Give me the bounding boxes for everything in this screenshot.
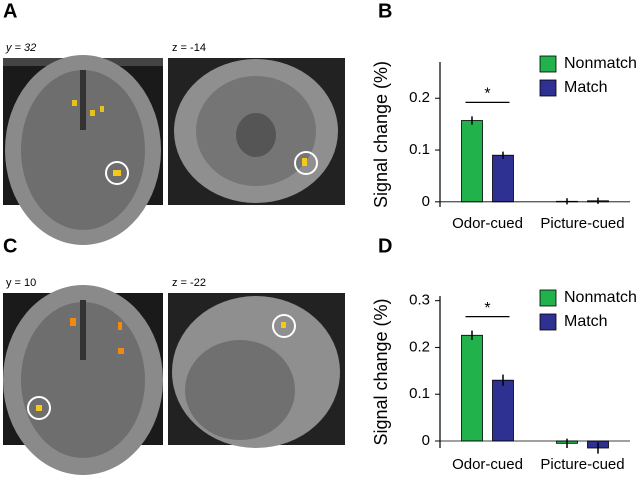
image-label: y = 10 <box>6 277 36 289</box>
brain-image <box>168 293 345 448</box>
bar <box>492 154 514 203</box>
panel-label: A <box>3 0 17 22</box>
y-tick-label: 0.2 <box>409 338 430 355</box>
brain-image <box>3 285 163 475</box>
brain-image <box>3 55 163 245</box>
image-label: y = 32 <box>5 42 36 54</box>
y-tick-label: 0 <box>422 432 430 449</box>
legend-label: Match <box>564 313 608 330</box>
legend-swatch <box>539 289 557 307</box>
y-axis-label: Signal change (%) <box>371 298 391 445</box>
x-tick-label: Picture-cued <box>540 215 624 232</box>
legend-swatch <box>539 79 557 97</box>
y-tick-label: 0.3 <box>409 292 430 309</box>
y-tick-label: 0 <box>422 193 430 210</box>
legend-label: Nonmatch <box>564 289 637 306</box>
image-label: z = -22 <box>172 277 206 289</box>
image-label: z = -14 <box>172 42 206 54</box>
panel-label: B <box>378 0 392 22</box>
legend-label: Match <box>564 79 608 96</box>
significance-marker: * <box>484 300 490 317</box>
legend-swatch <box>539 55 557 73</box>
y-axis-label: Signal change (%) <box>371 61 391 208</box>
panel-label: D <box>378 235 392 257</box>
significance-marker: * <box>484 86 490 103</box>
x-tick-label: Picture-cued <box>540 456 624 473</box>
y-tick-label: 0.1 <box>409 141 430 158</box>
legend-swatch <box>539 313 557 331</box>
brain-image <box>168 58 345 205</box>
bar <box>461 120 483 203</box>
y-tick-label: 0.2 <box>409 89 430 106</box>
bar <box>492 379 514 442</box>
x-tick-label: Odor-cued <box>452 215 523 232</box>
bar <box>461 334 483 442</box>
x-tick-label: Odor-cued <box>452 456 523 473</box>
y-tick-label: 0.1 <box>409 385 430 402</box>
panel-label: C <box>3 235 17 257</box>
legend-label: Nonmatch <box>564 55 637 72</box>
